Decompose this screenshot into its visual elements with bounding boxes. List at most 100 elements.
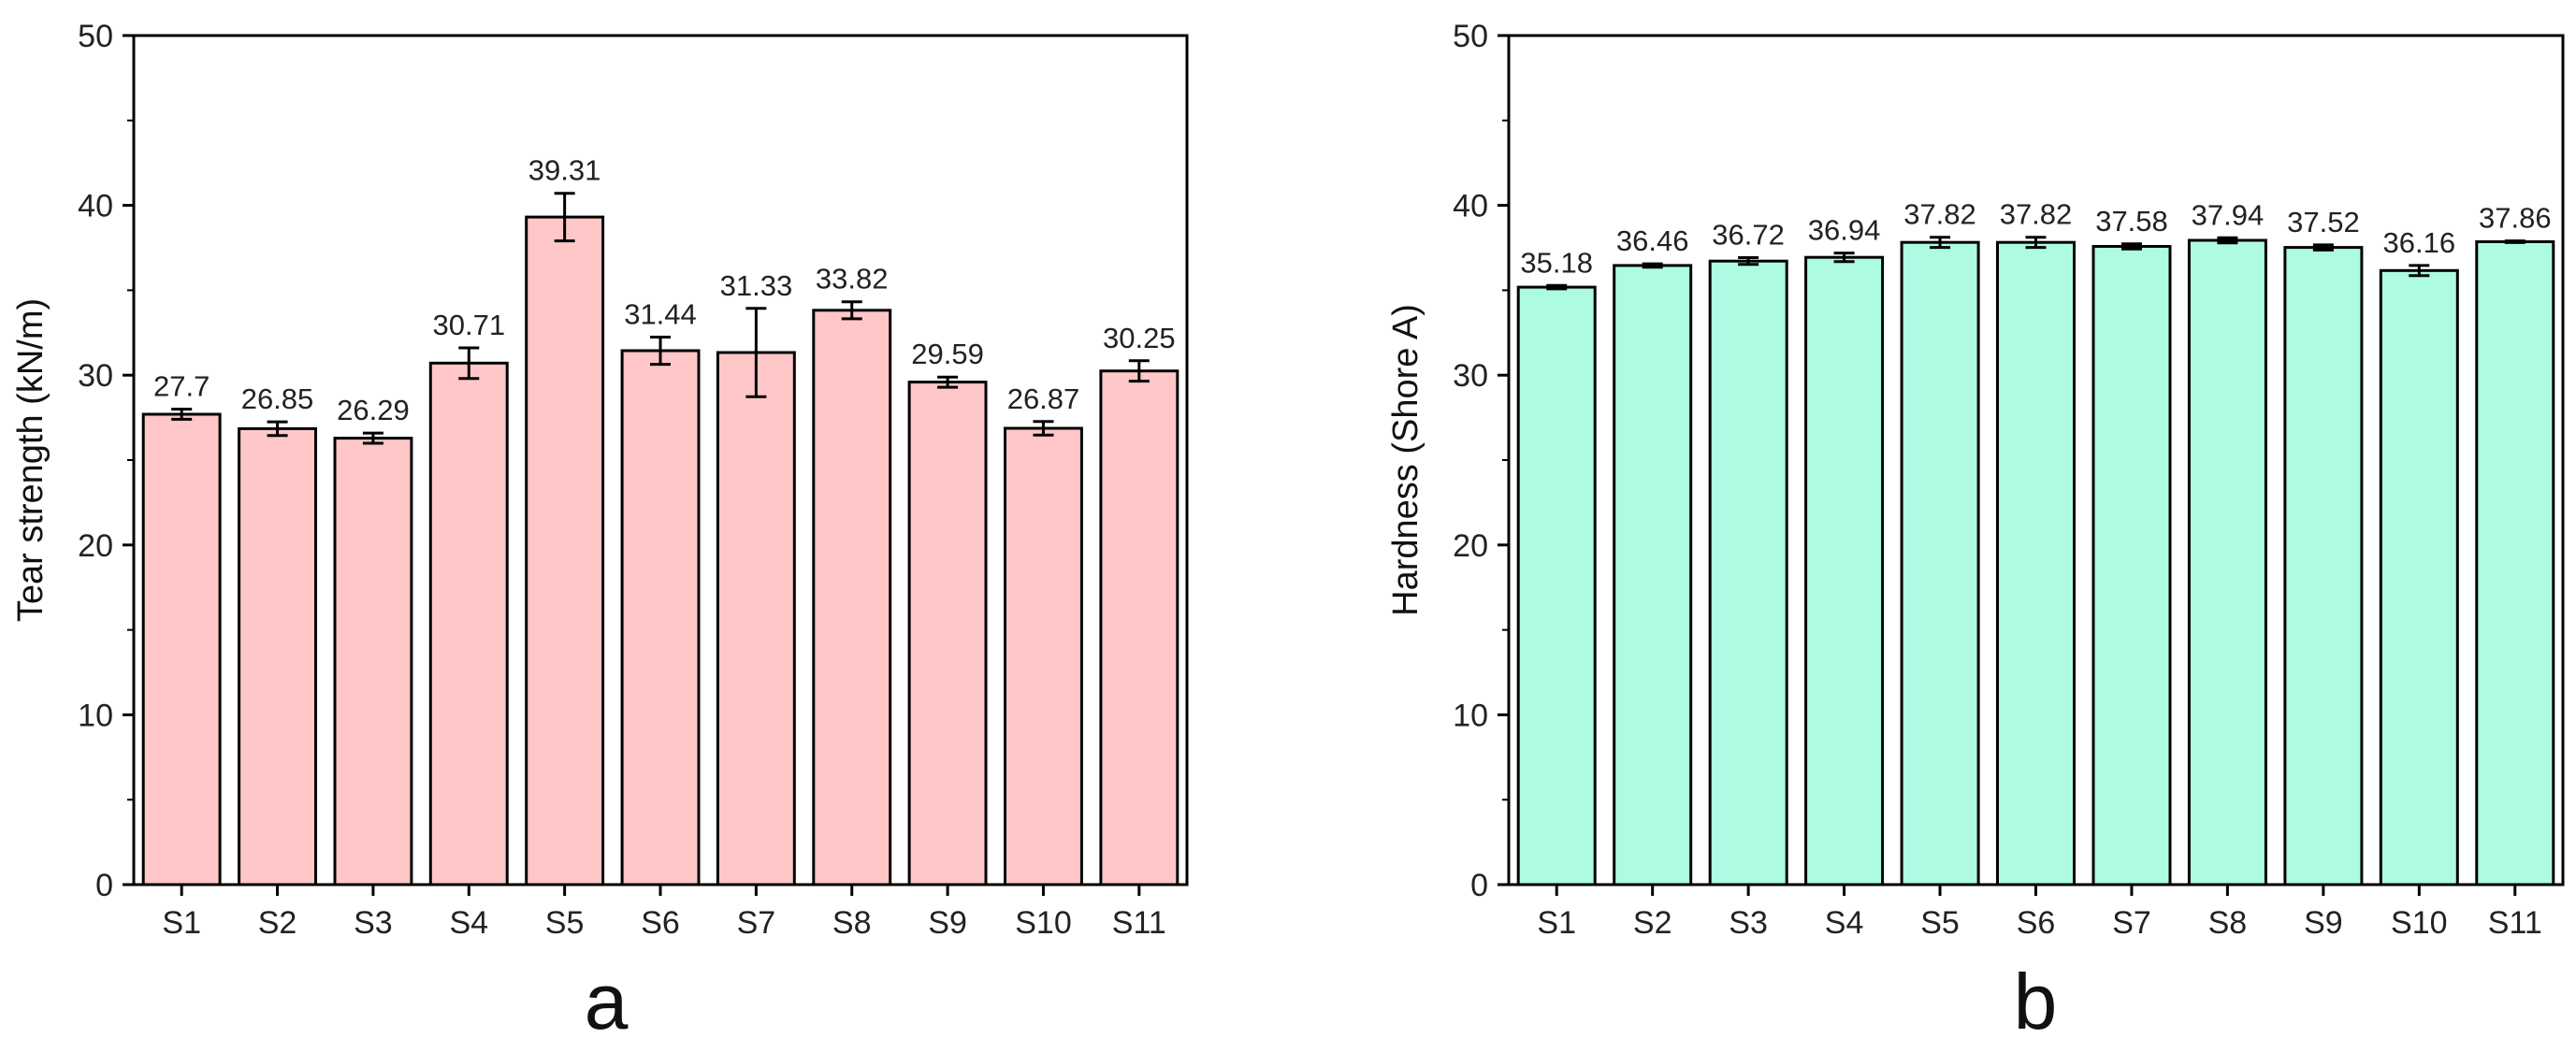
bar-s5 bbox=[1900, 240, 1980, 886]
bar-s6 bbox=[1996, 240, 2076, 886]
panel-label: a bbox=[585, 958, 629, 1045]
data-label-s5: 39.31 bbox=[528, 154, 601, 187]
y-tick-label-50: 50 bbox=[78, 19, 113, 54]
data-label-s11: 37.86 bbox=[2479, 202, 2552, 235]
data-label-s4: 36.94 bbox=[1808, 214, 1881, 247]
bar-s8 bbox=[2187, 238, 2267, 886]
bar-s6 bbox=[620, 349, 701, 886]
data-label-s7: 31.33 bbox=[720, 269, 793, 302]
x-tick-label-s6: S6 bbox=[2017, 905, 2056, 941]
data-label-s2: 36.46 bbox=[1616, 224, 1689, 257]
data-label-s10: 26.87 bbox=[1007, 382, 1080, 415]
bar-s11 bbox=[1099, 369, 1179, 886]
data-label-s1: 27.7 bbox=[153, 370, 210, 403]
error-bar-s4 bbox=[1833, 252, 1855, 264]
error-bar-s4 bbox=[458, 346, 480, 381]
chart-a: 27.7 S1 26.85 S2 26.29 S3 30.71 S4 39.31 S5 31.44 S… bbox=[11, 19, 1189, 1045]
error-bar-s3 bbox=[362, 431, 384, 445]
data-label-s1: 35.18 bbox=[1520, 246, 1593, 279]
y-tick-label-50: 50 bbox=[1453, 19, 1488, 54]
data-label-s8: 33.82 bbox=[816, 263, 889, 295]
error-bar-s11 bbox=[1128, 359, 1150, 383]
x-tick-label-s11: S11 bbox=[2488, 905, 2542, 941]
bar-s5 bbox=[525, 215, 605, 886]
error-bar-s6 bbox=[2025, 236, 2047, 250]
y-tick-label-30: 30 bbox=[78, 358, 113, 394]
data-label-s5: 37.82 bbox=[1903, 198, 1976, 231]
error-bar-s10 bbox=[1033, 420, 1054, 437]
bar-s1 bbox=[1516, 285, 1597, 886]
bar-s8 bbox=[812, 309, 892, 886]
y-tick-label-20: 20 bbox=[78, 528, 113, 564]
error-bar-s7 bbox=[745, 307, 767, 398]
data-label-s10: 36.16 bbox=[2383, 226, 2456, 259]
y-tick-label-40: 40 bbox=[1453, 189, 1488, 224]
error-bar-s2 bbox=[267, 420, 288, 438]
data-label-s4: 30.71 bbox=[433, 309, 506, 341]
bar-s9 bbox=[907, 381, 988, 886]
y-tick-label-40: 40 bbox=[78, 189, 113, 224]
x-tick-label-s2: S2 bbox=[1633, 905, 1672, 941]
y-axis-title: Tear strength (kN/m) bbox=[11, 298, 51, 622]
bar-s3 bbox=[333, 437, 413, 886]
bar-s10 bbox=[1004, 426, 1083, 886]
y-axis-title: Hardness (Shore A) bbox=[1386, 304, 1425, 616]
data-label-s9: 37.52 bbox=[2287, 206, 2360, 238]
error-bar-s8 bbox=[841, 300, 862, 321]
error-bar-s3 bbox=[1738, 256, 1759, 267]
bar-s9 bbox=[2283, 246, 2364, 886]
error-bar-s2 bbox=[1642, 262, 1663, 269]
error-bar-s7 bbox=[2120, 242, 2142, 251]
error-bar-s1 bbox=[1546, 283, 1568, 291]
y-tick-label-10: 10 bbox=[1453, 698, 1488, 733]
x-tick-label-s1: S1 bbox=[1537, 905, 1576, 941]
y-tick-label-30: 30 bbox=[1453, 358, 1488, 394]
x-tick-label-s7: S7 bbox=[737, 905, 776, 941]
x-tick-label-s4: S4 bbox=[1825, 905, 1864, 941]
x-tick-label-s7: S7 bbox=[2112, 905, 2151, 941]
bar-s4 bbox=[1804, 255, 1885, 886]
x-tick-label-s9: S9 bbox=[2304, 905, 2343, 941]
chart-b: 35.18 S1 36.46 S2 36.72 S3 36.94 S4 37.82 S5 37.82… bbox=[1386, 19, 2565, 1045]
panel-label: b bbox=[2014, 958, 2058, 1045]
error-bar-s11 bbox=[2504, 239, 2525, 244]
bar-s4 bbox=[428, 361, 509, 886]
x-tick-label-s3: S3 bbox=[354, 905, 393, 941]
x-tick-label-s10: S10 bbox=[2391, 905, 2448, 941]
error-bar-s10 bbox=[2409, 264, 2430, 278]
x-tick-label-s9: S9 bbox=[928, 905, 967, 941]
data-label-s2: 26.85 bbox=[241, 382, 314, 415]
x-tick-label-s3: S3 bbox=[1729, 905, 1768, 941]
data-label-s6: 37.82 bbox=[2000, 198, 2073, 231]
x-tick-label-s8: S8 bbox=[832, 905, 872, 941]
error-bar-s5 bbox=[1930, 236, 1951, 250]
data-label-s11: 30.25 bbox=[1103, 322, 1176, 354]
x-tick-label-s10: S10 bbox=[1015, 905, 1072, 941]
data-label-s9: 29.59 bbox=[911, 338, 984, 370]
bar-s1 bbox=[141, 412, 222, 886]
bar-s7 bbox=[716, 351, 796, 886]
y-tick-label-0: 0 bbox=[1470, 868, 1488, 903]
x-tick-label-s2: S2 bbox=[258, 905, 297, 941]
x-tick-label-s11: S11 bbox=[1112, 905, 1166, 941]
bar-s11 bbox=[2475, 240, 2555, 886]
y-tick-label-0: 0 bbox=[95, 868, 113, 903]
error-bar-s6 bbox=[650, 336, 671, 367]
data-label-s6: 31.44 bbox=[624, 298, 697, 331]
error-bar-s9 bbox=[2312, 243, 2334, 252]
error-bar-s1 bbox=[171, 408, 193, 421]
x-tick-label-s5: S5 bbox=[545, 905, 585, 941]
data-label-s3: 36.72 bbox=[1712, 219, 1785, 252]
data-label-s8: 37.94 bbox=[2192, 198, 2265, 231]
y-tick-label-10: 10 bbox=[78, 698, 113, 733]
y-tick-label-20: 20 bbox=[1453, 528, 1488, 564]
x-tick-label-s4: S4 bbox=[450, 905, 489, 941]
error-bar-s9 bbox=[937, 375, 959, 389]
error-bar-s5 bbox=[554, 192, 575, 243]
bar-s2 bbox=[1613, 264, 1693, 886]
x-tick-label-s5: S5 bbox=[1920, 905, 1960, 941]
bar-s3 bbox=[1708, 259, 1788, 886]
data-label-s3: 26.29 bbox=[337, 394, 410, 426]
